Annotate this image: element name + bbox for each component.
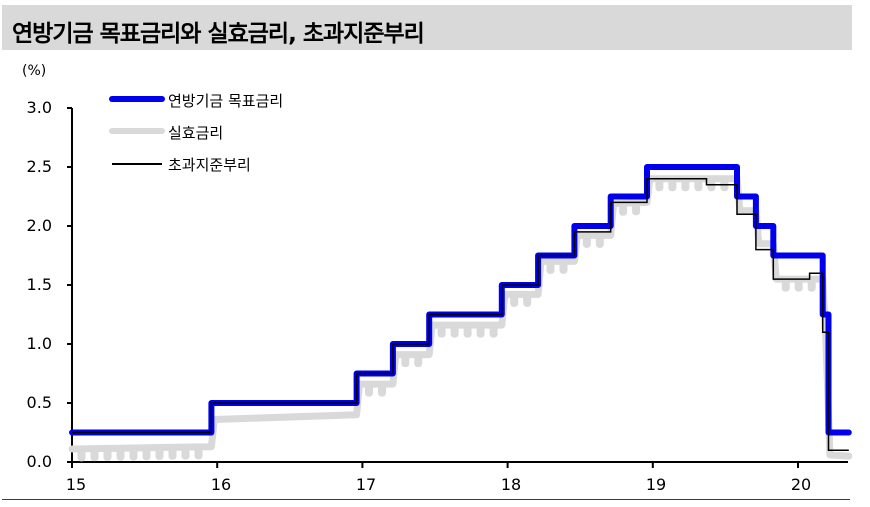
series-line [72,178,849,451]
title-bar: 연방기금 목표금리와 실효금리, 초과지준부리 [2,5,852,50]
y-tick-label: 2.5 [26,157,52,176]
series-line [69,164,852,436]
series-line [68,175,853,462]
x-tick-label: 18 [500,475,522,494]
y-tick-label: 0.0 [26,452,52,471]
legend-swatch-gray [109,128,165,134]
x-tick-label: 20 [790,475,812,494]
y-tick-label: 3.0 [26,98,52,117]
axes [67,107,848,468]
legend-swatch-blue [109,96,165,102]
x-tick-label: 15 [65,475,87,494]
legend-swatch-black [112,163,162,165]
y-tick-label: 1.0 [26,334,52,353]
y-tick-label: 0.5 [26,393,52,412]
y-tick-label: 1.5 [26,275,52,294]
x-tick-label: 19 [645,475,667,494]
y-axis-unit: (%) [22,63,47,79]
x-tick-label: 16 [210,475,232,494]
series-lines [68,164,853,462]
chart-title: 연방기금 목표금리와 실효금리, 초과지준부리 [12,21,425,47]
bottom-rule [2,499,850,500]
x-tick-label: 17 [355,475,377,494]
y-tick-label: 2.0 [26,216,52,235]
